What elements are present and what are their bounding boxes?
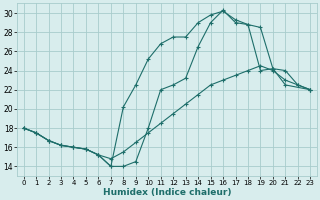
- X-axis label: Humidex (Indice chaleur): Humidex (Indice chaleur): [103, 188, 231, 197]
